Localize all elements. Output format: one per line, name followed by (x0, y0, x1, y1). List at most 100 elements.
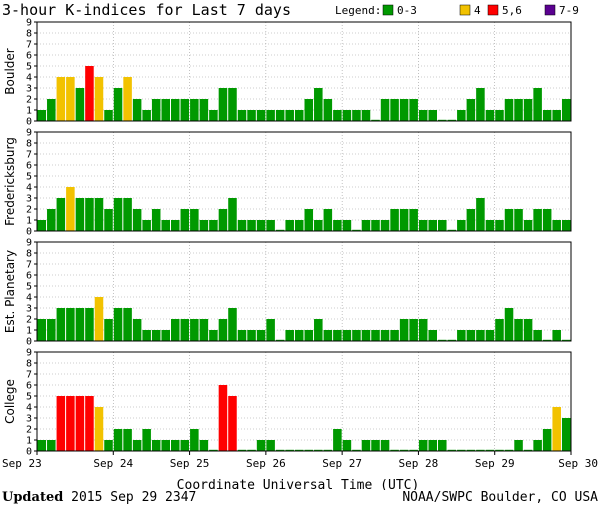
k-bar (438, 220, 447, 231)
k-bar (75, 88, 85, 121)
k-bar (485, 330, 495, 341)
k-bar (438, 119, 447, 121)
k-bar (380, 330, 390, 341)
k-bar (399, 209, 409, 231)
y-tick-label: 5 (26, 282, 32, 293)
legend-swatch-0-3 (382, 4, 394, 16)
y-tick-label: 1 (26, 216, 32, 227)
k-bar (132, 99, 142, 121)
k-bar (37, 440, 47, 451)
k-bar (275, 110, 285, 121)
x-tick-label: Sep 24 (93, 457, 133, 470)
k-bar (495, 110, 504, 121)
k-bar (94, 198, 104, 231)
y-tick-label: 0 (26, 337, 32, 348)
y-tick-label: 1 (26, 326, 32, 337)
k-bar (333, 429, 342, 451)
y-tick-label: 8 (26, 359, 32, 370)
k-bar (418, 110, 428, 121)
k-bar (132, 440, 142, 451)
k-bar (113, 88, 123, 121)
k-bar (314, 319, 323, 341)
k-bar (247, 449, 256, 451)
k-bar (342, 220, 352, 231)
k-bar (428, 440, 437, 451)
k-bar (266, 440, 275, 451)
k-bar (466, 449, 476, 451)
k-bar (37, 220, 47, 231)
k-bar (180, 440, 190, 451)
k-bar (428, 330, 437, 341)
k-bar (466, 99, 476, 121)
k-bar (447, 339, 457, 341)
k-bar (123, 429, 132, 451)
y-tick-label: 6 (26, 51, 32, 62)
k-bar (542, 429, 552, 451)
k-bar (142, 330, 151, 341)
k-bar (333, 110, 342, 121)
k-bar (418, 440, 428, 451)
x-tick-label: Sep 29 (475, 457, 515, 470)
k-bar (37, 110, 47, 121)
k-bar (428, 220, 437, 231)
y-tick-label: 9 (26, 238, 32, 249)
y-tick-label: 9 (26, 348, 32, 359)
y-tick-label: 0 (26, 227, 32, 238)
legend-title: Legend: (335, 4, 381, 17)
k-bar (247, 330, 256, 341)
k-bar (294, 330, 304, 341)
k-bar (352, 449, 361, 451)
k-bar (294, 110, 304, 121)
k-bar (476, 330, 485, 341)
k-bar (142, 220, 151, 231)
k-bar (256, 220, 266, 231)
k-bar (47, 209, 56, 231)
k-bar (237, 110, 247, 121)
k-bar (180, 209, 190, 231)
k-bar (314, 88, 323, 121)
k-bar (314, 220, 323, 231)
y-tick-label: 7 (26, 260, 32, 271)
k-bar (390, 449, 399, 451)
k-bar (47, 440, 56, 451)
x-axis-ticks: Sep 23 Sep 24 Sep 25 Sep 26 Sep 27 Sep 28 Sep … (2, 451, 598, 470)
y-tick-label: 7 (26, 40, 32, 51)
x-tick-label: Sep 28 (399, 457, 439, 470)
k-bar (199, 220, 209, 231)
k-bar (266, 319, 275, 341)
k-bar (94, 407, 104, 451)
k-bar (495, 319, 504, 341)
y-tick-label: 2 (26, 315, 32, 326)
y-tick-label: 4 (26, 403, 32, 414)
k-bar (552, 110, 561, 121)
k-bar (323, 330, 333, 341)
k-bar (323, 209, 333, 231)
k-bar (352, 330, 361, 341)
y-tick-label: 6 (26, 271, 32, 282)
k-bar (66, 77, 75, 121)
k-bar (485, 449, 495, 451)
k-bar (380, 220, 390, 231)
k-bar (418, 220, 428, 231)
k-bar (161, 330, 170, 341)
k-index-chart: 3-hour K-indices for Last 7 days Legend:… (2, 1, 598, 490)
k-bar (66, 187, 75, 231)
k-bar (209, 449, 218, 451)
k-bar (504, 99, 514, 121)
k-bar (399, 99, 409, 121)
updated-label: Updated (2, 490, 64, 505)
k-bar (275, 449, 285, 451)
legend-label-5-6: 5,6 (502, 4, 522, 17)
y-tick-label: 4 (26, 73, 32, 84)
k-bar (171, 99, 180, 121)
chart-panels: 0123456789Boulder0123456789Fredericksbur… (3, 18, 572, 458)
k-bar (190, 319, 199, 341)
x-tick-label: Sep 30 (558, 457, 598, 470)
k-bar (380, 99, 390, 121)
k-bar (218, 385, 228, 451)
k-bar (104, 319, 113, 341)
k-bar (390, 330, 399, 341)
y-tick-label: 2 (26, 425, 32, 436)
k-bar (85, 198, 94, 231)
y-tick-label: 4 (26, 293, 32, 304)
